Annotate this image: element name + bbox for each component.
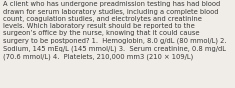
Text: A client who has undergone preadmission testing has had blood
drawn for serum la: A client who has undergone preadmission …: [3, 1, 226, 60]
